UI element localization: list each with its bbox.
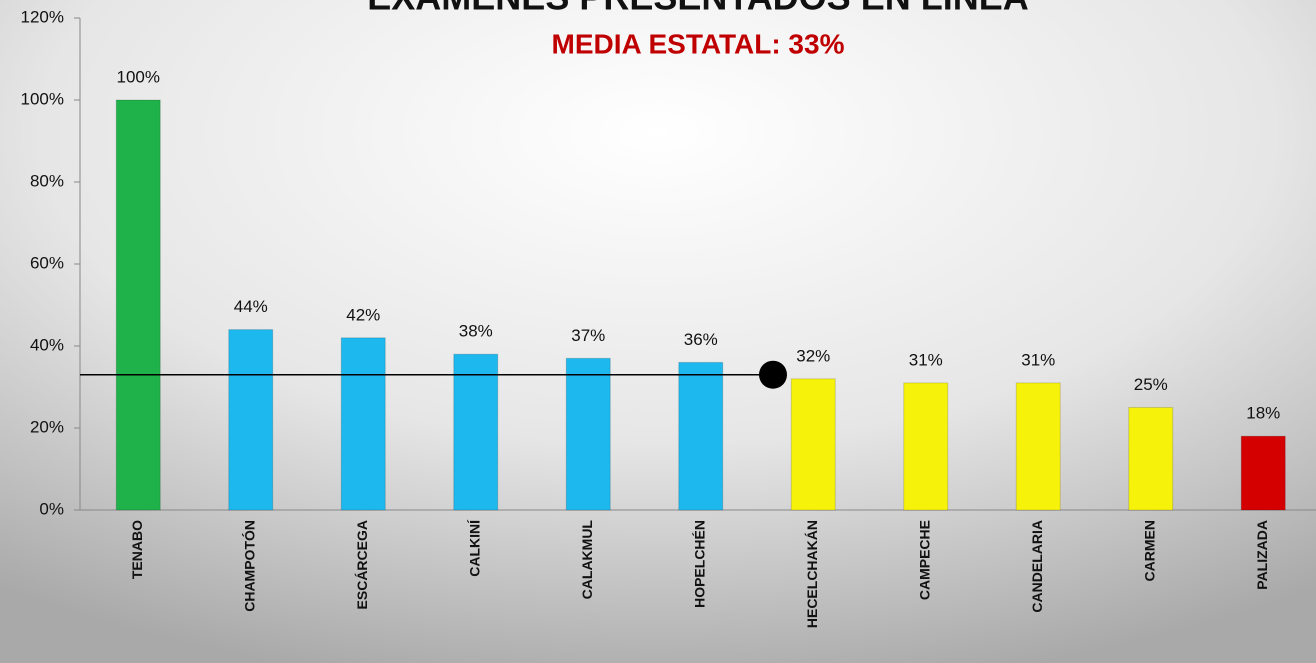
bar <box>1240 435 1286 511</box>
y-tick-label: 40% <box>30 335 64 354</box>
y-tick-label: 120% <box>21 7 64 26</box>
value-label: 38% <box>459 322 493 341</box>
x-tick-label: CALAKMUL <box>579 520 595 600</box>
bar <box>790 378 836 511</box>
x-tick-label: PALIZADA <box>1254 520 1270 590</box>
value-label: 36% <box>684 330 718 349</box>
bar <box>340 337 386 511</box>
y-tick-label: 60% <box>30 253 64 272</box>
chart-title: EXAMENES PRESENTADOS EN LINEA <box>367 0 1028 18</box>
value-label: 44% <box>234 297 268 316</box>
x-tick-label: ESCÁRCEGA <box>354 520 370 609</box>
bar <box>678 361 724 511</box>
value-label: 31% <box>1021 350 1055 369</box>
bar <box>565 357 611 511</box>
y-tick-label: 0% <box>39 499 64 518</box>
x-tick-label: CAMPECHE <box>916 520 932 600</box>
value-label: 31% <box>909 350 943 369</box>
x-tick-label: CALKINÍ <box>466 519 482 577</box>
y-tick-label: 80% <box>30 171 64 190</box>
value-label: 18% <box>1246 404 1280 423</box>
bar <box>453 353 499 511</box>
value-label: 32% <box>796 346 830 365</box>
chart-subtitle: MEDIA ESTATAL: 33% <box>552 28 845 59</box>
bar <box>228 329 274 511</box>
bar <box>1015 382 1061 511</box>
x-tick-label: HOPELCHÉN <box>691 520 707 608</box>
reference-marker <box>759 360 787 389</box>
value-label: 37% <box>571 326 605 345</box>
value-label: 42% <box>346 305 380 324</box>
value-label: 100% <box>117 67 160 86</box>
x-tick-label: HECELCHAKÁN <box>804 520 820 628</box>
value-label: 25% <box>1134 375 1168 394</box>
y-tick-label: 100% <box>21 89 64 108</box>
y-tick-label: 20% <box>30 417 64 436</box>
x-tick-label: CANDELARIA <box>1029 520 1045 613</box>
x-tick-label: CARMEN <box>1141 520 1157 581</box>
bar <box>1128 407 1174 511</box>
bar <box>903 382 949 511</box>
x-tick-label: CHAMPOTÓN <box>240 520 257 612</box>
x-tick-label: TENABO <box>129 520 145 579</box>
bar <box>115 99 161 511</box>
